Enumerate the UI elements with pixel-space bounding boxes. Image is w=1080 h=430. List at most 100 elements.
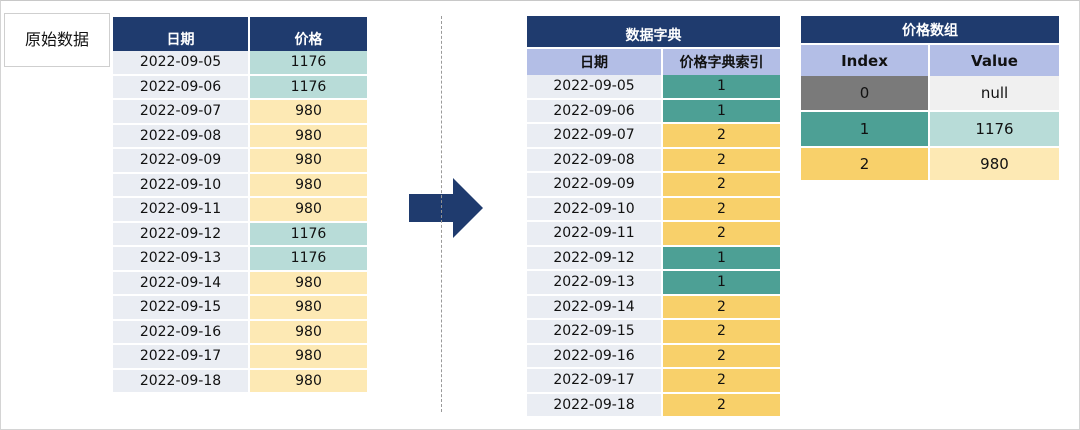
dictionary-header-index: 价格字典索引: [663, 49, 780, 75]
data-dictionary-table: 数据字典 日期 价格字典索引 2022-09-05 1 2022-09-06 1 202…: [527, 16, 780, 418]
array-header-index: Index: [801, 45, 930, 76]
date-cell: 2022-09-09: [113, 149, 250, 174]
array-value-cell: null: [930, 76, 1059, 112]
date-cell: 2022-09-13: [527, 271, 663, 296]
array-value-cell: 1176: [930, 112, 1059, 148]
price-array-table: 价格数组 Index Value 0 null 1 1176 2 980: [801, 16, 1059, 182]
date-cell: 2022-09-06: [527, 99, 663, 124]
table-row: 2022-09-10 2: [527, 197, 780, 222]
price-cell: 980: [250, 173, 367, 198]
date-cell: 2022-09-11: [527, 222, 663, 247]
date-cell: 2022-09-09: [527, 173, 663, 198]
array-title: 价格数组: [801, 16, 1059, 45]
array-value-cell: 980: [930, 148, 1059, 182]
date-cell: 2022-09-12: [113, 222, 250, 247]
dictionary-index-cell: 2: [663, 173, 780, 198]
table-row: 2022-09-13 1176: [113, 247, 367, 272]
date-cell: 2022-09-18: [113, 369, 250, 394]
price-cell: 980: [250, 345, 367, 370]
table-row: 2022-09-10 980: [113, 173, 367, 198]
table-row: 2022-09-14 2: [527, 295, 780, 320]
price-cell: 980: [250, 149, 367, 174]
price-cell: 980: [250, 369, 367, 394]
price-cell: 980: [250, 320, 367, 345]
original-data-table: 日期 价格 2022-09-05 1176 2022-09-06 1176 2022-0…: [113, 17, 367, 394]
original-data-caption: 原始数据: [4, 13, 110, 67]
table-row: 2022-09-16 980: [113, 320, 367, 345]
price-cell: 980: [250, 124, 367, 149]
date-cell: 2022-09-06: [113, 75, 250, 100]
dictionary-index-cell: 1: [663, 75, 780, 100]
price-cell: 980: [250, 100, 367, 125]
table-row: 2022-09-08 980: [113, 124, 367, 149]
table-row: 2022-09-07 980: [113, 100, 367, 125]
price-cell: 1176: [250, 222, 367, 247]
table-row: 0 null: [801, 76, 1059, 112]
dictionary-header-date: 日期: [527, 49, 663, 75]
array-header-value: Value: [930, 45, 1059, 76]
table-row: 2022-09-18 980: [113, 369, 367, 394]
table-row: 2022-09-14 980: [113, 271, 367, 296]
dictionary-index-cell: 2: [663, 197, 780, 222]
table-row: 2022-09-13 1: [527, 271, 780, 296]
table-row: 2 980: [801, 148, 1059, 182]
price-cell: 1176: [250, 247, 367, 272]
table-row: 2022-09-05 1176: [113, 51, 367, 76]
table-row: 2022-09-05 1: [527, 75, 780, 100]
date-cell: 2022-09-08: [527, 148, 663, 173]
table-row: 2022-09-16 2: [527, 344, 780, 369]
table-row: 2022-09-11 980: [113, 198, 367, 223]
table-row: 2022-09-06 1176: [113, 75, 367, 100]
date-cell: 2022-09-14: [527, 295, 663, 320]
dictionary-index-cell: 1: [663, 99, 780, 124]
date-cell: 2022-09-16: [113, 320, 250, 345]
table-row: 2022-09-09 2: [527, 173, 780, 198]
table-row: 2022-09-17 980: [113, 345, 367, 370]
table-row: 2022-09-12 1176: [113, 222, 367, 247]
table-row: 1 1176: [801, 112, 1059, 148]
dashed-divider: [441, 16, 442, 412]
table-row: 2022-09-07 2: [527, 124, 780, 149]
table-row: 2022-09-12 1: [527, 246, 780, 271]
dictionary-index-cell: 2: [663, 124, 780, 149]
dictionary-index-cell: 2: [663, 369, 780, 394]
dictionary-index-cell: 1: [663, 246, 780, 271]
table-row: 2022-09-11 2: [527, 222, 780, 247]
array-index-cell: 2: [801, 148, 930, 182]
dictionary-index-cell: 2: [663, 320, 780, 345]
header-price: 价格: [250, 17, 367, 51]
table-row: 2022-09-06 1: [527, 99, 780, 124]
right-arrow-icon: [409, 178, 483, 238]
date-cell: 2022-09-15: [113, 296, 250, 321]
dictionary-index-cell: 2: [663, 344, 780, 369]
table-row: 2022-09-15 980: [113, 296, 367, 321]
date-cell: 2022-09-13: [113, 247, 250, 272]
table-row: 2022-09-09 980: [113, 149, 367, 174]
price-cell: 980: [250, 198, 367, 223]
date-cell: 2022-09-11: [113, 198, 250, 223]
dictionary-index-cell: 2: [663, 222, 780, 247]
table-row: 2022-09-17 2: [527, 369, 780, 394]
dictionary-index-cell: 2: [663, 295, 780, 320]
dictionary-index-cell: 2: [663, 148, 780, 173]
date-cell: 2022-09-10: [527, 197, 663, 222]
date-cell: 2022-09-08: [113, 124, 250, 149]
table-row: 2022-09-15 2: [527, 320, 780, 345]
price-cell: 1176: [250, 75, 367, 100]
price-cell: 980: [250, 296, 367, 321]
date-cell: 2022-09-05: [527, 75, 663, 100]
dictionary-title: 数据字典: [527, 16, 780, 49]
date-cell: 2022-09-05: [113, 51, 250, 76]
date-cell: 2022-09-17: [113, 345, 250, 370]
table-row: 2022-09-18 2: [527, 393, 780, 418]
date-cell: 2022-09-07: [113, 100, 250, 125]
date-cell: 2022-09-15: [527, 320, 663, 345]
price-cell: 980: [250, 271, 367, 296]
dictionary-index-cell: 2: [663, 393, 780, 418]
dictionary-index-cell: 1: [663, 271, 780, 296]
date-cell: 2022-09-17: [527, 369, 663, 394]
header-date: 日期: [113, 17, 250, 51]
price-cell: 1176: [250, 51, 367, 76]
date-cell: 2022-09-07: [527, 124, 663, 149]
table-row: 2022-09-08 2: [527, 148, 780, 173]
